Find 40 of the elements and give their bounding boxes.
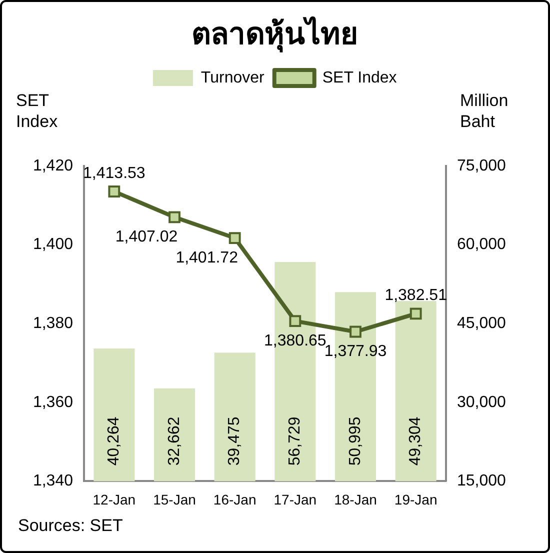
y-tick-label: 1,380: [32, 315, 74, 332]
point: [168, 211, 180, 224]
y2-tick-label: 45,000: [457, 315, 506, 332]
data-label: 40,264: [106, 416, 123, 466]
point: [108, 186, 120, 198]
y-axis-title: SET Index: [16, 90, 59, 132]
x-tick-label: 12-Jan: [92, 491, 136, 508]
x-tick-label: 18-Jan: [334, 491, 377, 508]
y2-tick-label: 60,000: [457, 236, 506, 254]
data-label: 1,413.53: [83, 164, 146, 182]
y-tick-label: 1,400: [32, 236, 74, 254]
y2-tick-label: 30,000: [457, 394, 506, 411]
data-label: 56,729: [286, 416, 304, 466]
y2-tick-label: 15,000: [457, 472, 506, 490]
point: [289, 315, 302, 327]
chart-title: ตลาดหุ้นไทย: [190, 15, 360, 54]
y2-axis-title: Million Baht: [460, 90, 510, 132]
y-tick-label: 1,420: [32, 157, 74, 174]
point: [410, 308, 422, 320]
data-label: 1,380.65: [264, 332, 326, 350]
x-tick-label: 15-Jan: [153, 491, 196, 508]
data-label: 32,662: [166, 416, 183, 466]
data-label: 1,401.72: [176, 249, 238, 266]
legend-label: Turnover: [200, 69, 266, 86]
y2-tick-label: 75,000: [457, 157, 506, 174]
data-label: 50,995: [346, 416, 364, 466]
x-tick-label: 17-Jan: [274, 491, 317, 508]
point: [350, 326, 362, 338]
source-note: Sources: SET: [18, 516, 123, 536]
data-label: 49,304: [407, 416, 424, 466]
x-tick-label: 19-Jan: [394, 491, 438, 508]
y-tick-label: 1,360: [32, 394, 74, 411]
point: [228, 232, 241, 244]
data-label: 1,407.02: [115, 228, 178, 246]
data-label: 1,377.93: [324, 343, 387, 360]
y-tick-label: 1,340: [32, 472, 74, 490]
data-label: 1,382.51: [384, 287, 448, 304]
data-label: 39,475: [226, 416, 244, 466]
legend-label: SET Index: [322, 69, 397, 86]
x-tick-label: 16-Jan: [213, 491, 256, 508]
